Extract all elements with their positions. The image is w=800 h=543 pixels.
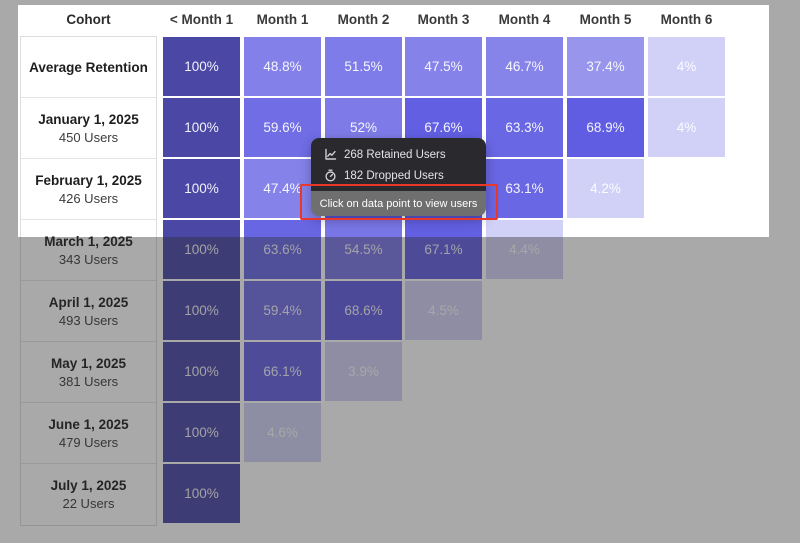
cohort-user-count: 22 Users [62, 496, 115, 511]
column-header-month-4: Month 4 [498, 12, 551, 27]
data-point-r1-c5[interactable]: 68.9% [567, 98, 644, 157]
cohort-user-count: 450 Users [58, 129, 119, 145]
cohort-name: March 1, 2025 [44, 233, 133, 249]
cohort-name: June 1, 2025 [48, 416, 129, 432]
cohort-label-0: Average Retention [21, 37, 156, 98]
data-point-r6-c1[interactable]: 4.6% [244, 403, 321, 462]
cohort-name: February 1, 2025 [35, 172, 142, 188]
cohort-name: July 1, 2025 [50, 478, 127, 493]
cohort-name: April 1, 2025 [48, 294, 129, 310]
column-header-month-0: < Month 1 [169, 12, 234, 27]
data-point-r2-c0[interactable]: 100% [163, 159, 240, 218]
data-point-tooltip: 268 Retained Users 182 Dropped Users Cli… [311, 138, 486, 216]
cohort-name: Average Retention [29, 59, 148, 75]
data-point-r2-c5[interactable]: 4.2% [567, 159, 644, 218]
column-header-month-1: Month 1 [256, 12, 309, 27]
cohort-user-count: 381 Users [58, 373, 119, 389]
data-point-r5-c2[interactable]: 3.9% [325, 342, 402, 401]
data-point-r5-c0[interactable]: 100% [163, 342, 240, 401]
data-point-r1-c4[interactable]: 63.3% [486, 98, 563, 157]
data-point-r3-c0[interactable]: 100% [163, 220, 240, 279]
data-point-r0-c2[interactable]: 51.5% [325, 37, 402, 96]
data-point-r4-c0[interactable]: 100% [163, 281, 240, 340]
data-point-r3-c3[interactable]: 67.1% [405, 220, 482, 279]
data-point-r0-c4[interactable]: 46.7% [486, 37, 563, 96]
cohort-label-2: February 1, 2025 426 Users [21, 159, 156, 220]
column-header-month-3: Month 3 [417, 12, 470, 27]
cohort-name: January 1, 2025 [38, 111, 139, 127]
line-chart-icon [325, 148, 337, 160]
tooltip-dropped-row: 182 Dropped Users [311, 165, 486, 186]
cohort-label-5: May 1, 2025 381 Users [21, 342, 156, 403]
data-point-r3-c1[interactable]: 63.6% [244, 220, 321, 279]
data-point-r6-c0[interactable]: 100% [163, 403, 240, 462]
column-header-month-5: Month 5 [579, 12, 632, 27]
data-point-r1-c1[interactable]: 59.6% [244, 98, 321, 157]
cohort-label-6: June 1, 2025 479 Users [21, 403, 156, 464]
cohort-label-column: Average Retention January 1, 2025 450 User… [20, 36, 157, 526]
data-point-r4-c2[interactable]: 68.6% [325, 281, 402, 340]
cohort-user-count: 343 Users [58, 251, 119, 267]
data-point-r0-c5[interactable]: 37.4% [567, 37, 644, 96]
data-point-r3-c2[interactable]: 54.5% [325, 220, 402, 279]
data-point-r2-c4[interactable]: 63.1% [486, 159, 563, 218]
data-point-r1-c6[interactable]: 4% [648, 98, 725, 157]
stopwatch-icon [325, 169, 336, 182]
data-point-r4-c3[interactable]: 4.5% [405, 281, 482, 340]
data-point-r7-c0[interactable]: 100% [163, 464, 240, 523]
data-point-r5-c1[interactable]: 66.1% [244, 342, 321, 401]
data-point-r3-c4[interactable]: 4.4% [486, 220, 563, 279]
data-point-r0-c3[interactable]: 47.5% [405, 37, 482, 96]
tooltip-footer-hint: Click on data point to view users [311, 191, 486, 216]
cohort-name: May 1, 2025 [50, 355, 127, 371]
cohort-label-4: April 1, 2025 493 Users [21, 281, 156, 342]
column-header-month-6: Month 6 [660, 12, 713, 27]
tooltip-body: 268 Retained Users 182 Dropped Users [311, 138, 486, 191]
cohort-label-7: July 1, 2025 22 Users [21, 464, 156, 525]
column-header-cohort: Cohort [66, 12, 111, 27]
column-header-month-2: Month 2 [337, 12, 390, 27]
cohort-label-3: March 1, 2025 343 Users [21, 220, 156, 281]
cohort-user-count: 493 Users [58, 312, 119, 328]
data-point-r0-c0[interactable]: 100% [163, 37, 240, 96]
data-point-r1-c0[interactable]: 100% [163, 98, 240, 157]
data-point-r0-c6[interactable]: 4% [648, 37, 725, 96]
data-point-r4-c1[interactable]: 59.4% [244, 281, 321, 340]
data-point-r2-c1[interactable]: 47.4% [244, 159, 321, 218]
dropped-users-text: 182 Dropped Users [344, 169, 444, 182]
data-point-r0-c1[interactable]: 48.8% [244, 37, 321, 96]
cohort-user-count: 479 Users [58, 434, 119, 450]
cohort-label-1: January 1, 2025 450 Users [21, 98, 156, 159]
retained-users-text: 268 Retained Users [344, 148, 446, 161]
tooltip-retained-row: 268 Retained Users [311, 144, 486, 165]
cohort-user-count: 426 Users [58, 190, 119, 206]
